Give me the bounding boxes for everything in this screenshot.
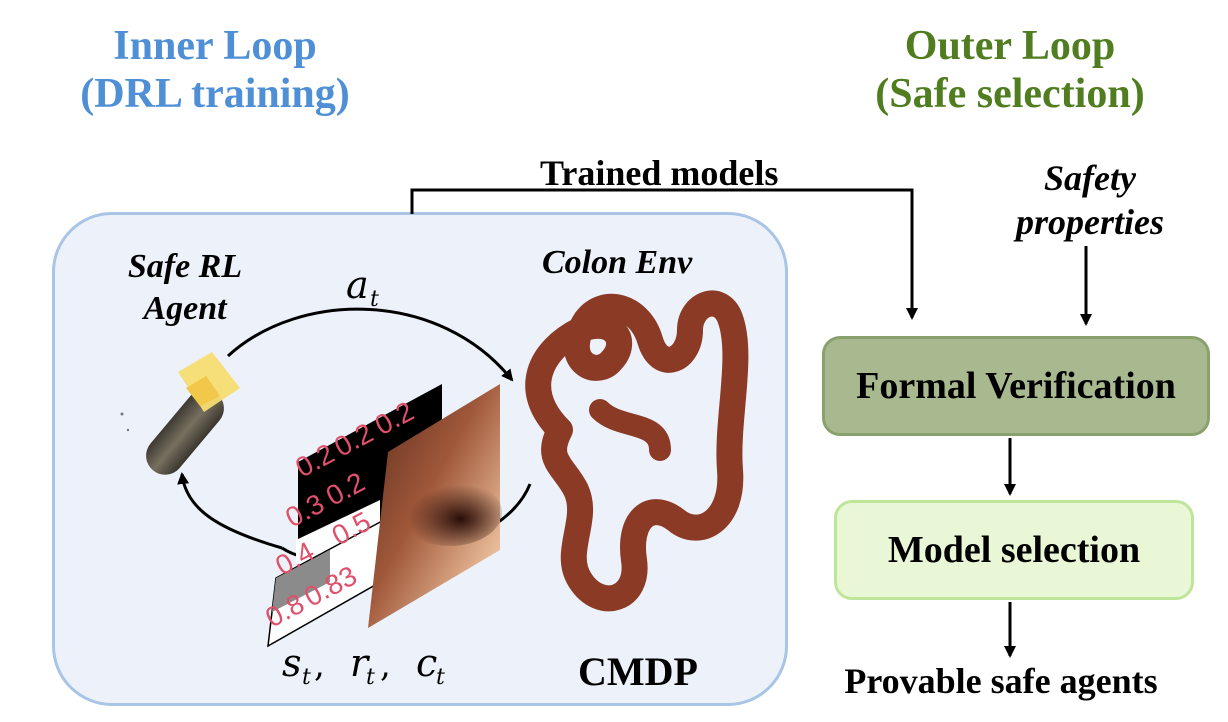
action-label: a: [346, 263, 369, 307]
safety-properties-label: Safety properties: [990, 156, 1190, 244]
colon-env-label: Colon Env: [542, 244, 693, 281]
provable-agents-label: Provable safe agents: [844, 661, 1158, 701]
feedback-s-sub: t: [302, 665, 311, 690]
safety-properties-line2: properties: [1016, 202, 1164, 242]
agent-label-line2: Agent: [143, 290, 227, 327]
agent-label: Safe RL Agent: [100, 246, 270, 330]
feedback-c: c: [416, 641, 437, 685]
feedback-r: r: [350, 641, 371, 685]
action-arc: [226, 307, 514, 382]
svg-text:,: ,: [314, 645, 325, 685]
safety-properties-line1: Safety: [1044, 158, 1136, 198]
model-selection-label: Model selection: [887, 529, 1141, 571]
feedback-arc-return: [177, 472, 283, 550]
outer-loop-title-line1: Outer Loop: [904, 23, 1116, 69]
inner-loop-title: Inner Loop (DRL training): [40, 22, 390, 118]
endoscope-icon: [120, 352, 240, 475]
feedback-s: s: [282, 641, 302, 685]
feedback-c-sub: t: [436, 665, 445, 690]
inner-loop-title-line1: Inner Loop: [113, 23, 317, 69]
cmdp-label: CMDP: [578, 649, 698, 694]
feedback-r-sub: t: [366, 665, 375, 690]
model-selection-box: Model selection: [834, 500, 1194, 600]
trained-models-label: Trained models: [540, 153, 779, 193]
inner-loop-title-line2: (DRL training): [80, 71, 350, 117]
svg-text:,: ,: [380, 645, 391, 685]
trained-models-connector: [410, 188, 918, 320]
formal-verification-label: Formal Verification: [856, 365, 1176, 407]
colon-icon: [525, 290, 749, 612]
action-subscript: t: [370, 287, 379, 312]
outer-loop-title: Outer Loop (Safe selection): [820, 22, 1200, 118]
outer-loop-title-line2: (Safe selection): [875, 71, 1145, 117]
agent-label-line1: Safe RL: [127, 248, 243, 285]
observation-panels: [267, 384, 502, 648]
formal-verification-box: Formal Verification: [822, 336, 1210, 436]
